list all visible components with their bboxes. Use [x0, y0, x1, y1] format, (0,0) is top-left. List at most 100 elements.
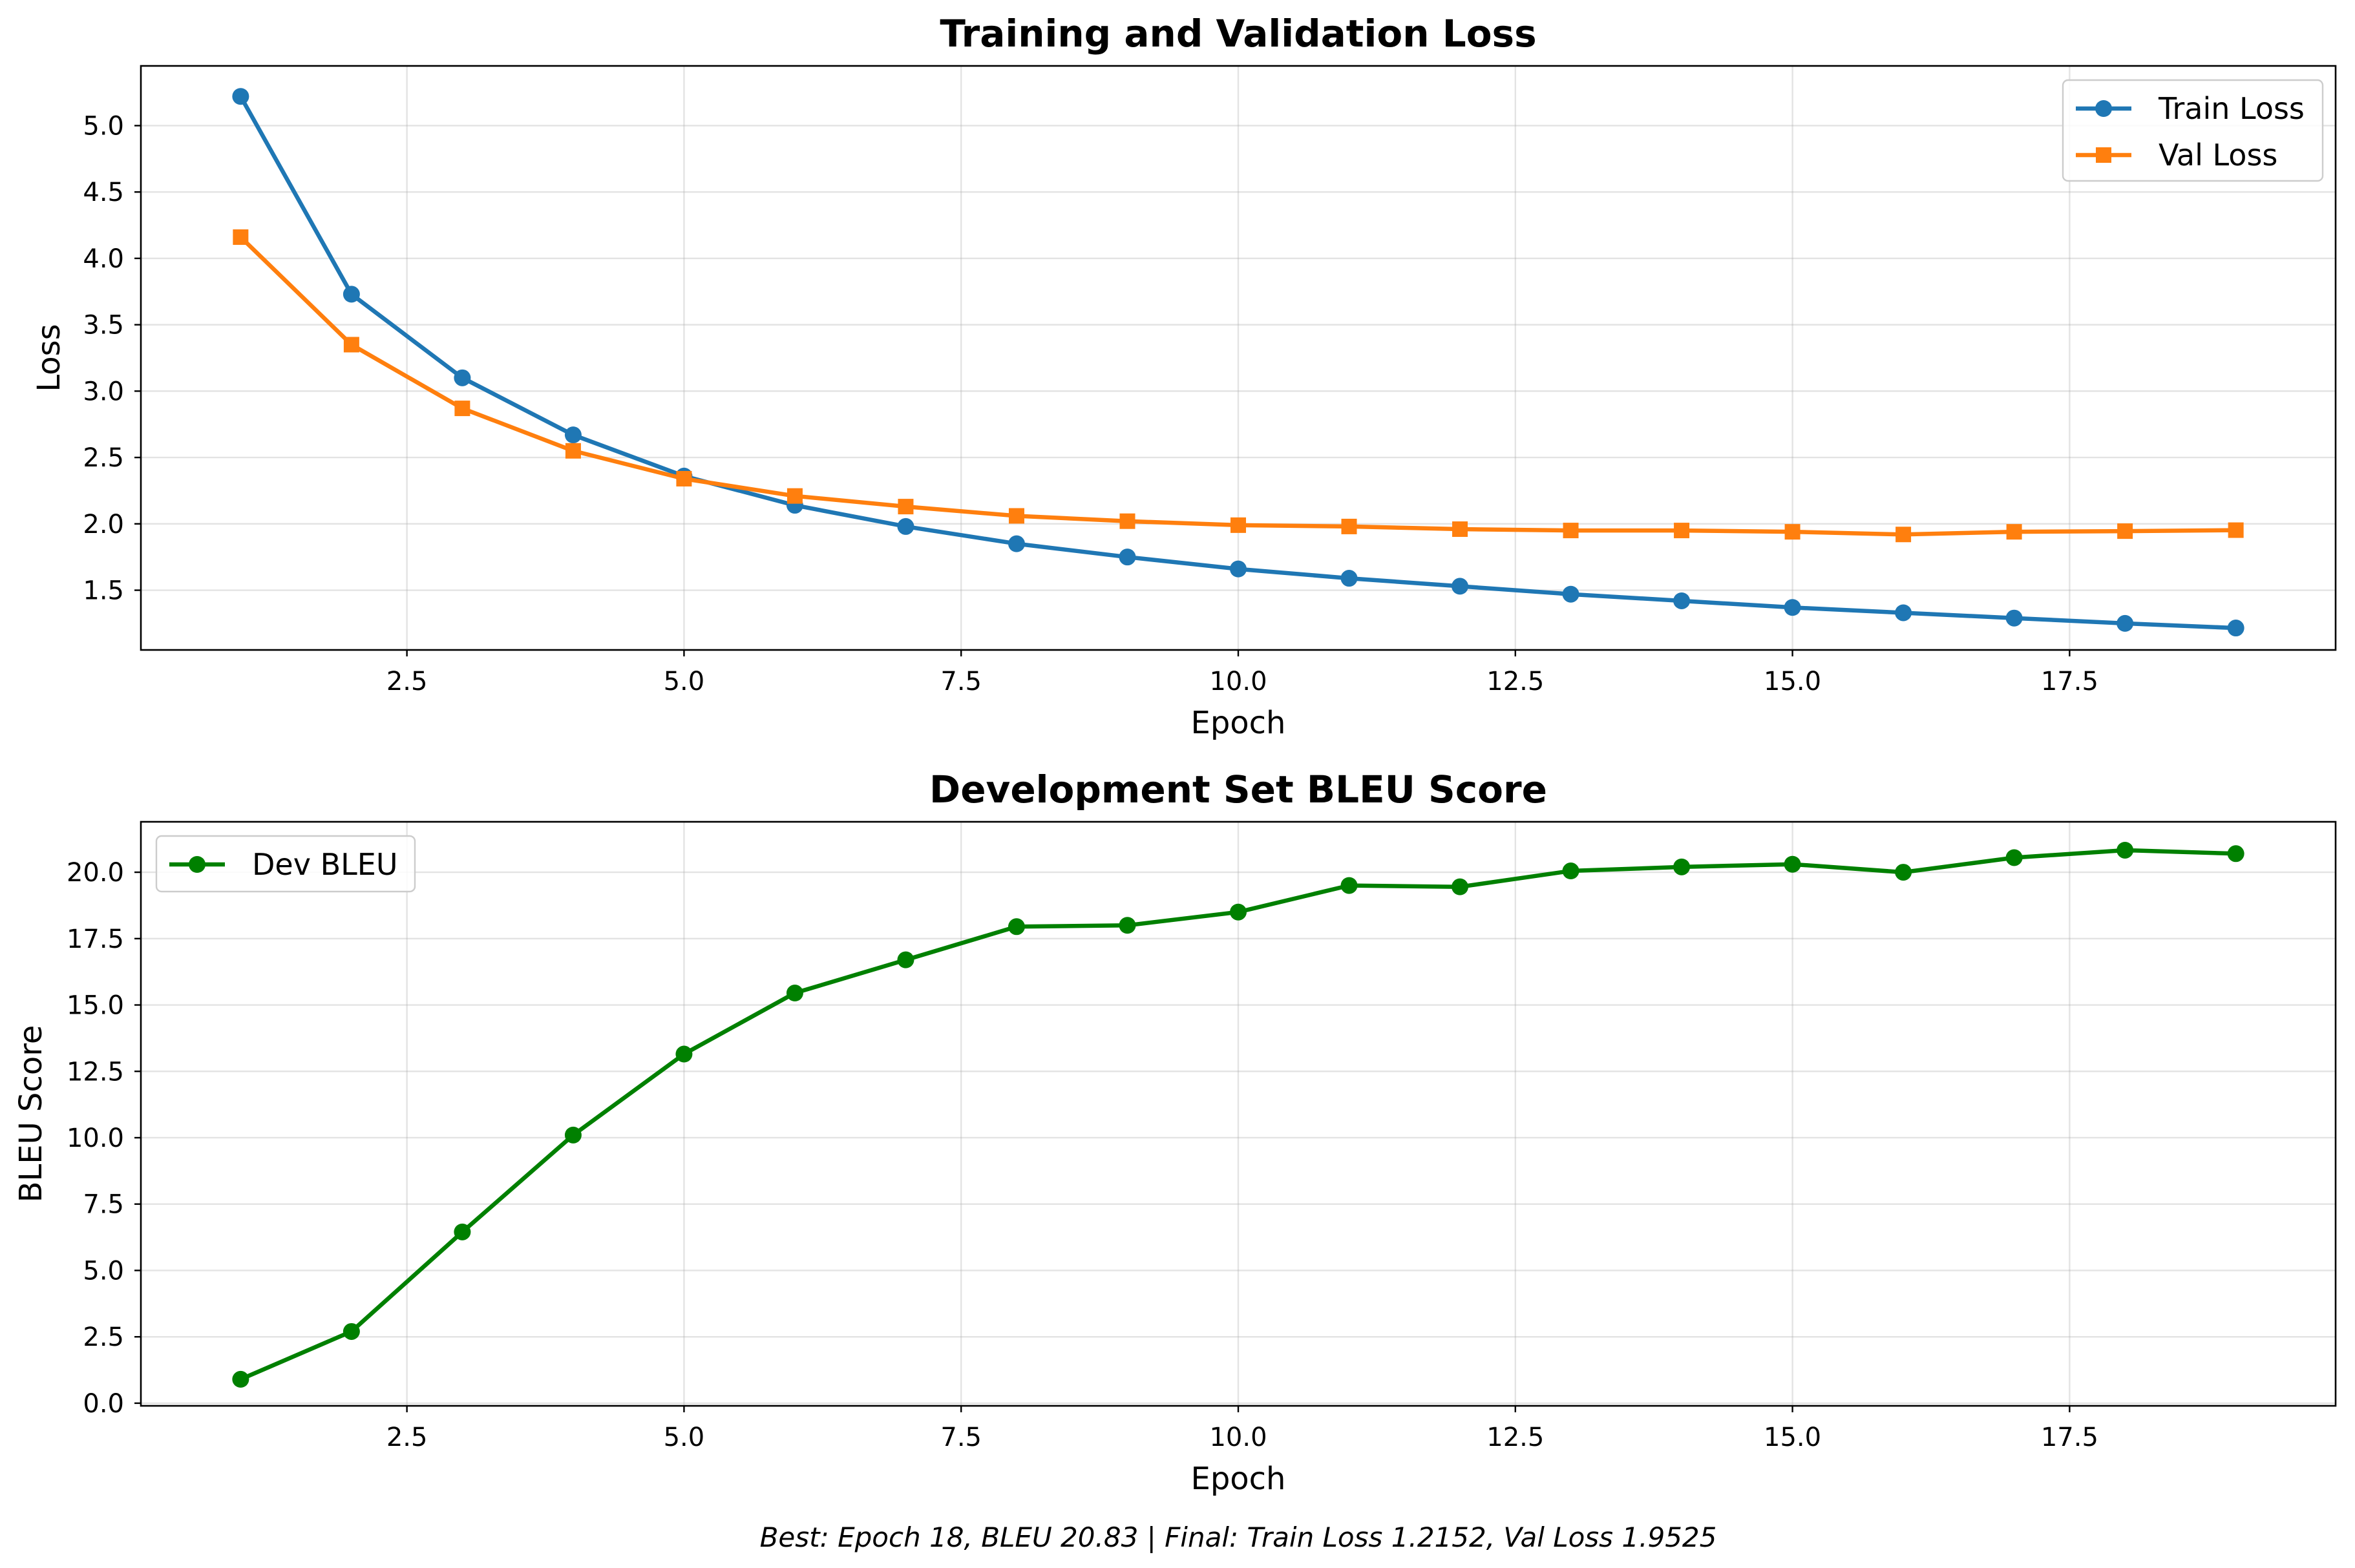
data-point	[1119, 917, 1136, 934]
x-axis-label: Epoch	[1191, 705, 1286, 741]
y-tick-label: 4.0	[83, 244, 124, 274]
y-axis-label: Loss	[31, 324, 67, 392]
data-point	[343, 337, 359, 353]
y-axis-label: BLEU Score	[13, 1025, 49, 1203]
data-point	[2227, 620, 2244, 637]
data-point	[1341, 518, 1357, 534]
data-point	[2117, 523, 2133, 539]
y-tick-label: 7.5	[83, 1190, 124, 1220]
y-tick-label: 5.0	[83, 111, 124, 141]
data-point	[2005, 849, 2023, 866]
y-tick-label: 15.0	[67, 991, 124, 1021]
x-tick-label: 5.0	[664, 1423, 705, 1452]
data-point	[1119, 549, 1136, 566]
data-point	[232, 88, 249, 105]
legend-box	[155, 835, 416, 893]
grid	[141, 822, 2336, 1406]
data-point	[1452, 521, 1468, 538]
data-point	[2117, 614, 2134, 632]
x-tick-label: 10.0	[1209, 1423, 1267, 1452]
series-val-loss	[233, 229, 2244, 543]
y-tick-label: 12.5	[67, 1057, 124, 1087]
y-tick-label: 1.5	[83, 576, 124, 606]
data-point	[675, 1045, 693, 1063]
x-tick-label: 15.0	[1764, 1423, 1821, 1452]
x-tick-label: 10.0	[1209, 667, 1267, 696]
data-point	[1452, 578, 1469, 595]
plot-frame	[140, 821, 2337, 1407]
data-point	[1119, 513, 1135, 529]
data-point	[1673, 858, 1691, 875]
data-point	[564, 426, 582, 444]
series-dev-bleu	[232, 841, 2244, 1388]
data-point	[898, 499, 914, 515]
y-tick-label: 0.0	[83, 1389, 124, 1419]
y-tick-label: 17.5	[67, 925, 124, 954]
data-point	[565, 443, 581, 459]
data-point	[676, 470, 692, 486]
data-point	[1784, 599, 1801, 616]
data-point	[1340, 877, 1358, 894]
x-tick-label: 17.5	[2041, 1423, 2098, 1452]
bleu-chart: 2.5 5.0 7.5 10.0 12.5 15.0 17.5 0.0 2.5 5.0 7.5 10.…	[13, 768, 2337, 1497]
y-tick-label: 20.0	[67, 858, 124, 888]
data-point	[2228, 522, 2244, 538]
y-tick-label: 4.5	[83, 178, 124, 207]
data-point	[564, 1126, 582, 1144]
data-point	[897, 951, 914, 968]
data-point	[1008, 508, 1024, 524]
data-point	[1340, 570, 1358, 587]
data-point	[1673, 592, 1691, 609]
legend: Dev BLEU	[155, 835, 416, 893]
data-point	[454, 1223, 471, 1240]
data-point	[2227, 845, 2244, 862]
data-point	[1563, 523, 1579, 539]
data-point	[2005, 609, 2023, 627]
y-tick-label: 5.0	[83, 1256, 124, 1286]
data-point	[897, 517, 914, 535]
x-tick-label: 5.0	[664, 667, 705, 696]
data-point	[1784, 524, 1801, 540]
legend: Train Loss Val Loss	[2062, 79, 2324, 182]
data-point	[233, 229, 249, 246]
x-axis-label: Epoch	[1191, 1461, 1286, 1497]
legend-swatch-marker	[2096, 147, 2111, 163]
x-tick-label: 7.5	[940, 1423, 982, 1452]
data-point	[343, 1322, 360, 1340]
x-tick-label: 2.5	[386, 1423, 428, 1452]
data-point	[1562, 585, 1579, 603]
data-point	[1452, 878, 1469, 895]
data-point	[1230, 560, 1247, 578]
data-point	[1008, 918, 1025, 936]
legend-swatch-marker	[189, 856, 206, 873]
plot-frame	[140, 65, 2337, 651]
data-point	[1895, 864, 1912, 881]
x-tick-label: 15.0	[1764, 667, 1821, 696]
grid	[141, 66, 2336, 650]
x-tick-label: 2.5	[386, 667, 428, 696]
data-point	[232, 1370, 249, 1388]
y-tick-label: 2.0	[83, 510, 124, 539]
legend-swatch-marker	[2095, 100, 2112, 117]
data-point	[787, 488, 803, 504]
data-point	[786, 985, 803, 1002]
data-point	[2117, 841, 2134, 859]
x-tick-label: 7.5	[940, 667, 982, 696]
data-point	[454, 369, 471, 386]
x-tick-label: 12.5	[1486, 667, 1544, 696]
summary-footer: Best: Epoch 18, BLEU 20.83 | Final: Trai…	[760, 1521, 1717, 1553]
y-tick-label: 3.5	[83, 311, 124, 340]
chart-title: Development Set BLEU Score	[929, 768, 1547, 811]
x-tick-label: 12.5	[1486, 1423, 1544, 1452]
chart-title: Training and Validation Loss	[940, 12, 1536, 56]
data-point	[1230, 903, 1247, 921]
data-point	[343, 286, 360, 303]
data-point	[1562, 862, 1579, 880]
data-point	[1674, 523, 1690, 539]
y-tick-label: 2.5	[83, 443, 124, 473]
y-tick-label: 3.0	[83, 377, 124, 406]
data-point	[1895, 604, 1912, 622]
y-tick-label: 2.5	[83, 1322, 124, 1352]
data-point	[2006, 524, 2022, 540]
